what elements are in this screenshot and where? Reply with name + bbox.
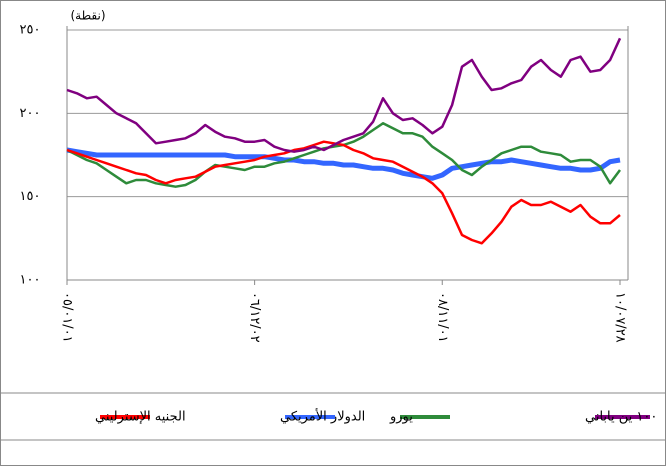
y-unit-label: (نقطة) bbox=[70, 9, 105, 23]
y-tick-label: ١٥٠ bbox=[20, 189, 41, 204]
legend-label: يورو bbox=[389, 410, 413, 425]
x-tick-label: ٠٨/١١/٠١ bbox=[435, 292, 450, 343]
series-line bbox=[66, 140, 621, 245]
x-tick-label: ٠٥/٠١/٠١ bbox=[60, 292, 75, 343]
y-tick-label: ٢٥٠ bbox=[20, 23, 41, 38]
series-line bbox=[66, 37, 622, 153]
legend-label: الجنيه الإسترليني bbox=[95, 410, 186, 425]
y-tick-label: ٢٠٠ bbox=[20, 106, 41, 121]
y-tick-label: ١٠٠ bbox=[20, 273, 41, 288]
legend-label: الدولار الأمريكي bbox=[280, 408, 365, 425]
series-line bbox=[66, 147, 621, 181]
x-tick-label: ٠٦/١٢/٠٢ bbox=[247, 292, 262, 343]
legend-label: ١٠٠ ين ياباني bbox=[585, 410, 657, 425]
x-tick-label: ١٠/٠٧/٢٨ bbox=[613, 292, 628, 343]
